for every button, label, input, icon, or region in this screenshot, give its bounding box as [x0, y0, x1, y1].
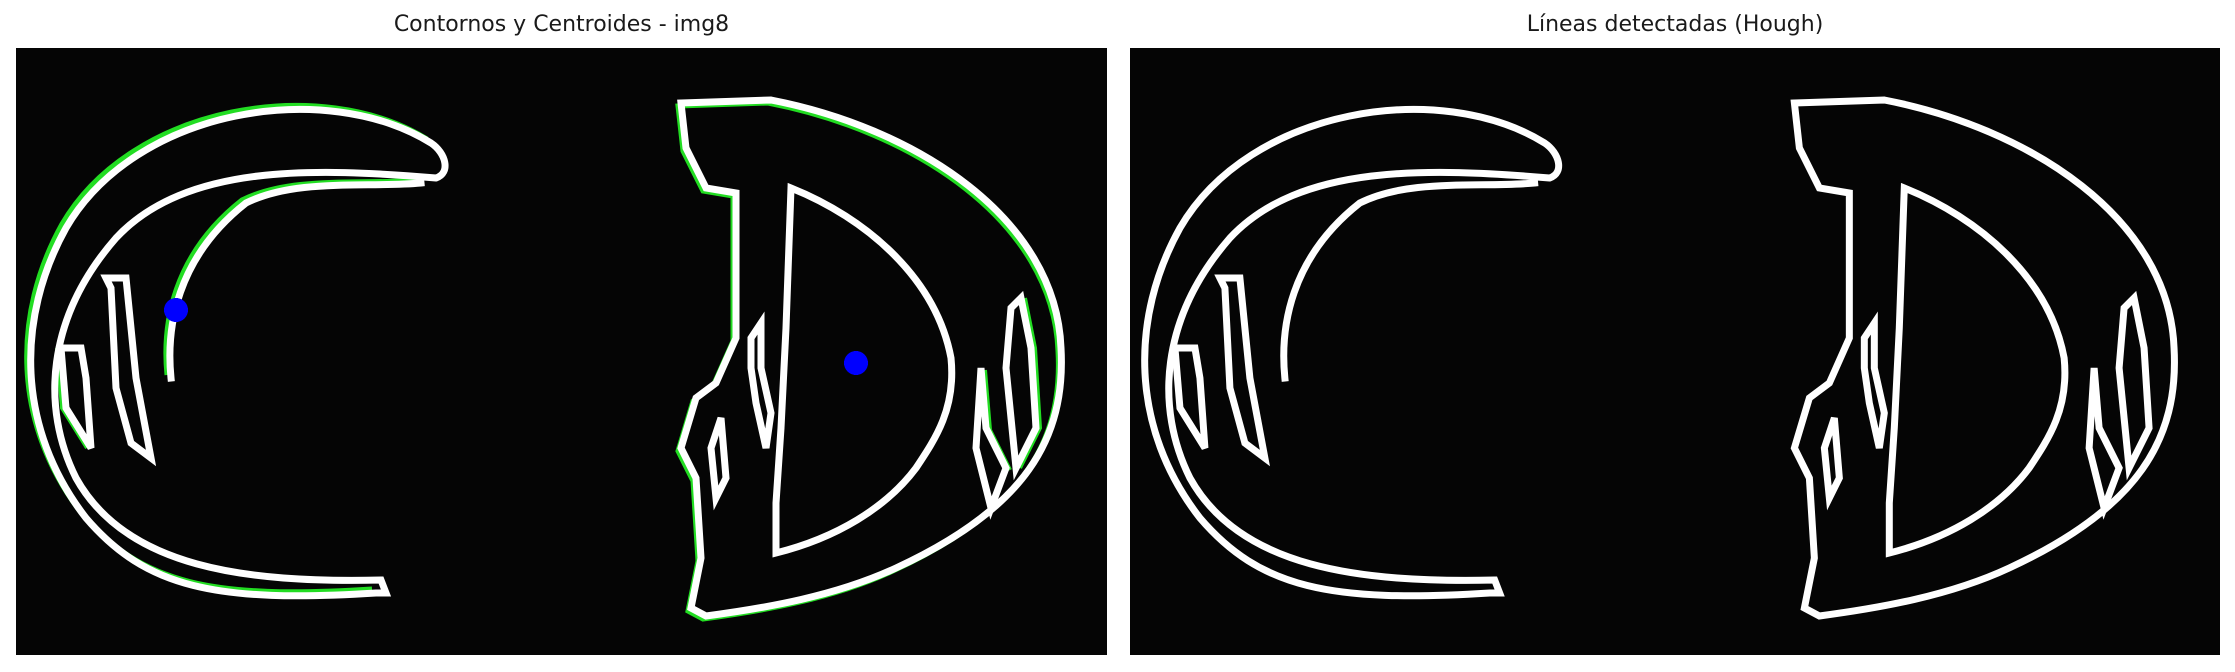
- centroid-marker-right: [844, 351, 868, 375]
- centroid-marker-left: [164, 298, 188, 322]
- contours-image: [16, 48, 1107, 655]
- panel-title: Contornos y Centroides - img8: [393, 12, 730, 37]
- hough-image: [1130, 48, 2220, 655]
- panel-title: Líneas detectadas (Hough): [1526, 12, 1824, 37]
